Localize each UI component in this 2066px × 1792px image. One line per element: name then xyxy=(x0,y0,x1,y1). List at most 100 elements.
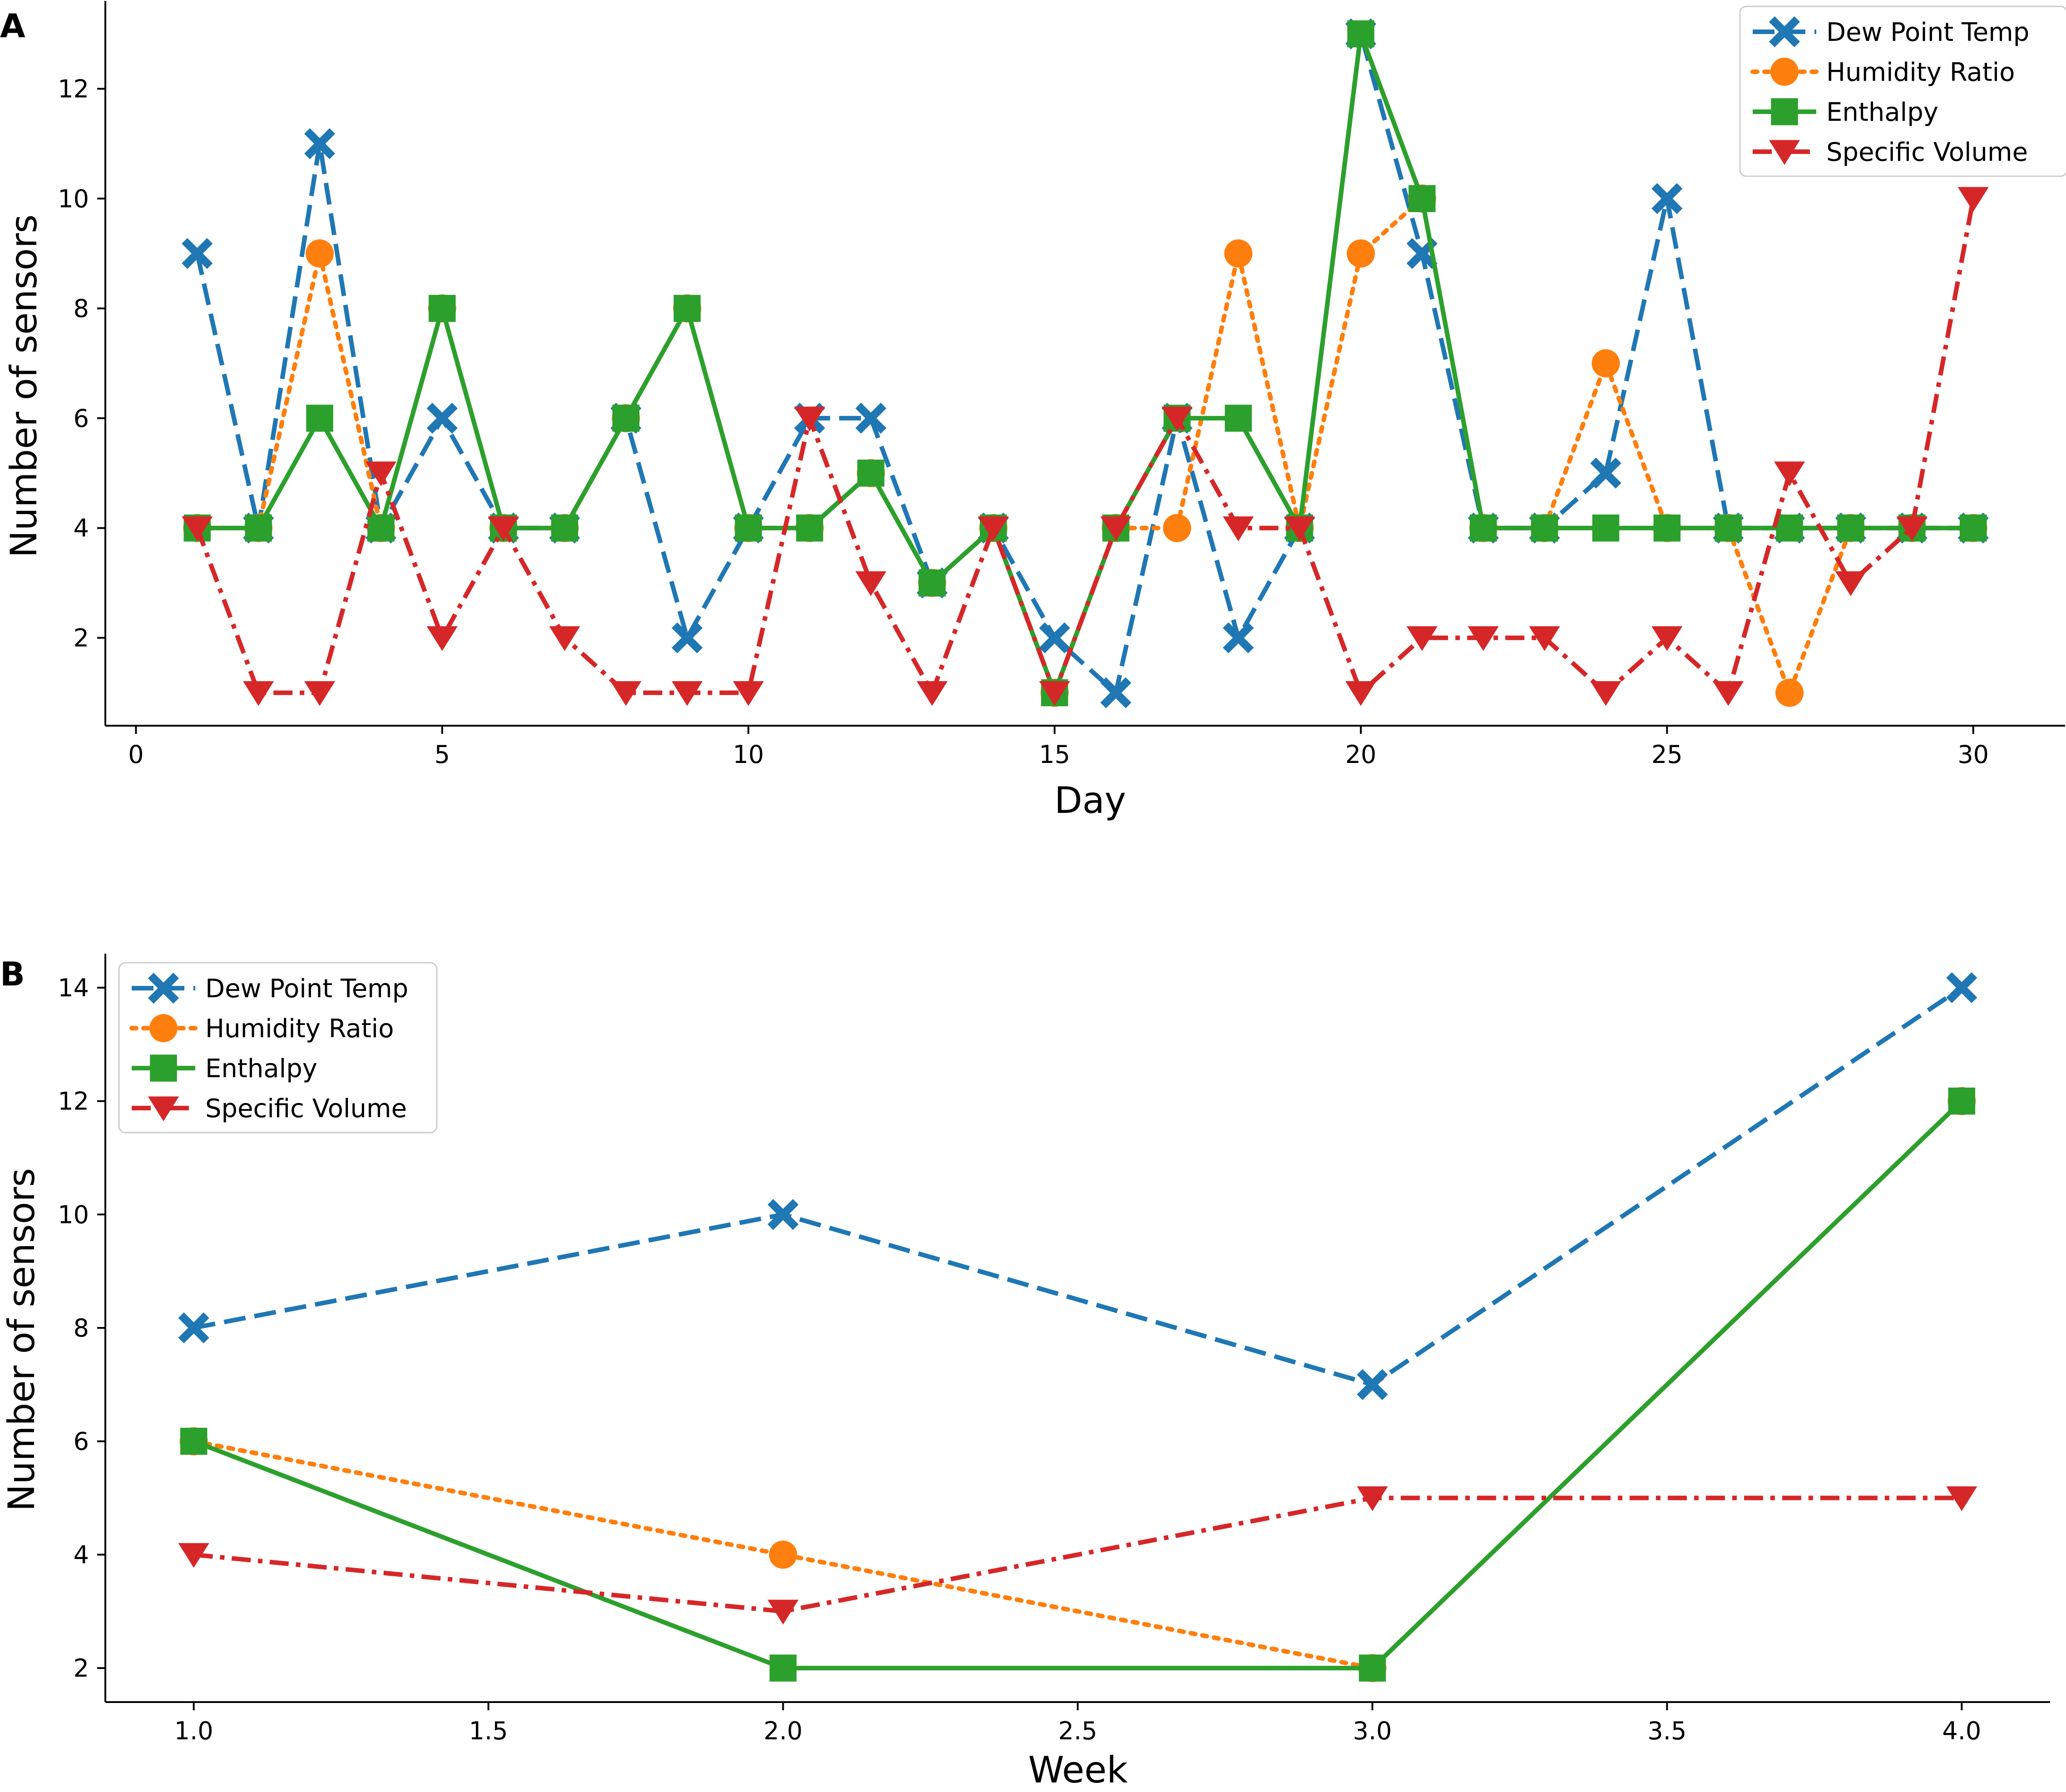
series-dew xyxy=(178,972,1977,1400)
y-tick-label: 4 xyxy=(74,514,89,543)
data-point-enthalpy xyxy=(1469,514,1497,542)
data-point-specific xyxy=(1590,681,1621,706)
data-point-enthalpy xyxy=(1409,185,1436,213)
legend-box xyxy=(1739,5,2066,177)
panel-b-letter: B xyxy=(0,955,25,993)
data-point-humidity xyxy=(769,1540,797,1569)
x-tick-label: 25 xyxy=(1651,740,1683,769)
series-enthalpy xyxy=(183,20,1987,707)
data-point-specific xyxy=(304,681,336,706)
data-point-specific xyxy=(1946,1486,1977,1511)
data-point-enthalpy xyxy=(180,1427,208,1455)
data-point-enthalpy xyxy=(306,405,333,432)
panel-a-letter: A xyxy=(0,7,25,45)
y-tick-label: 12 xyxy=(58,74,89,103)
y-axis-label: Number of sensors xyxy=(0,1168,43,1511)
data-point-specific xyxy=(916,681,948,706)
data-point-enthalpy xyxy=(1531,514,1558,542)
legend-item-enthalpy: Enthalpy xyxy=(1753,98,1938,127)
data-point-specific xyxy=(1357,1486,1388,1511)
y-tick-label: 10 xyxy=(58,184,89,213)
data-point-specific xyxy=(1896,516,1928,541)
data-point-specific xyxy=(672,681,703,706)
data-point-dew xyxy=(855,402,887,434)
x-tick-label: 2.0 xyxy=(764,1717,803,1745)
data-point-specific xyxy=(733,681,764,706)
data-point-specific xyxy=(1529,626,1560,651)
data-point-enthalpy xyxy=(769,1654,797,1682)
legend-label-enthalpy: Enthalpy xyxy=(1826,98,1938,127)
legend-item-specific: Specific Volume xyxy=(132,1094,407,1124)
data-point-specific xyxy=(488,516,519,541)
x-tick-label: 5 xyxy=(435,740,450,769)
data-point-enthalpy xyxy=(1653,514,1681,542)
data-point-enthalpy xyxy=(673,295,701,322)
data-point-dew xyxy=(1651,183,1683,214)
data-point-specific xyxy=(1651,626,1683,651)
legend-box xyxy=(118,962,438,1134)
panel-a: A 0 5 10 15 20 25 30 2 4 6 8 10 12 Dew Point Temp Hum… xyxy=(0,1,2066,822)
data-point-enthalpy xyxy=(1715,514,1742,542)
data-point-dew xyxy=(426,402,458,434)
y-axis-label: Number of sensors xyxy=(3,214,45,558)
series-specific xyxy=(178,1486,1977,1625)
y-tick-label: 8 xyxy=(74,1314,89,1342)
series-enthalpy xyxy=(180,1087,1976,1682)
legend-item-humidity: Humidity Ratio xyxy=(1750,58,2015,87)
data-point-dew xyxy=(1223,622,1254,653)
data-point-enthalpy xyxy=(612,405,640,432)
data-point-dew xyxy=(1590,457,1621,489)
data-point-enthalpy xyxy=(551,514,578,542)
data-point-specific xyxy=(610,681,642,706)
series-specific xyxy=(182,187,1989,706)
series-line-humidity xyxy=(195,196,1976,695)
y-tick-label: 4 xyxy=(74,1540,89,1569)
x-tick-label: 20 xyxy=(1345,740,1377,769)
data-point-dew xyxy=(1100,677,1132,708)
data-point-humidity xyxy=(1346,239,1375,268)
y-tick-label: 2 xyxy=(74,624,89,653)
legend-label-humidity: Humidity Ratio xyxy=(1826,58,2015,87)
data-point-specific xyxy=(1100,516,1132,541)
x-tick-label: 3.0 xyxy=(1353,1717,1392,1745)
x-tick-label: 30 xyxy=(1957,740,1989,769)
data-point-specific xyxy=(1468,626,1499,651)
data-point-enthalpy xyxy=(1948,1087,1976,1115)
data-point-enthalpy xyxy=(429,295,456,322)
data-point-specific xyxy=(1957,187,1989,212)
data-point-enthalpy xyxy=(1225,405,1252,432)
data-point-specific xyxy=(978,516,1009,541)
legend-label-dew: Dew Point Temp xyxy=(1826,18,2029,47)
series-humidity xyxy=(179,1087,1976,1683)
y-tick-label: 14 xyxy=(58,974,89,1002)
legend-label-specific: Specific Volume xyxy=(205,1094,407,1124)
x-axis-label: Week xyxy=(1028,1749,1128,1791)
data-point-enthalpy xyxy=(245,514,272,542)
data-point-specific xyxy=(1284,516,1315,541)
data-point-specific xyxy=(1406,626,1438,651)
x-tick-label: 4.0 xyxy=(1942,1717,1981,1745)
data-point-enthalpy xyxy=(367,514,395,542)
x-tick-label: 2.5 xyxy=(1058,1717,1097,1745)
data-point-specific xyxy=(178,1543,209,1568)
series-line-dew xyxy=(195,31,1973,695)
legend-label-specific: Specific Volume xyxy=(1826,138,2028,167)
data-point-enthalpy xyxy=(1347,20,1374,48)
data-point-enthalpy xyxy=(796,514,823,542)
data-point-enthalpy xyxy=(1837,514,1864,542)
panel-b: B 1.0 1.5 2.0 2.5 3.0 3.5 4.0 2 4 6 8 10 12 14 Dew Po… xyxy=(0,954,2050,1791)
data-point-enthalpy xyxy=(1592,514,1620,542)
data-point-enthalpy xyxy=(919,569,946,597)
data-point-dew xyxy=(178,1312,209,1344)
y-tick-label: 10 xyxy=(58,1200,89,1229)
data-point-specific xyxy=(1713,681,1744,706)
legend-marker-specific xyxy=(148,1096,179,1121)
data-point-dew xyxy=(1039,622,1070,653)
data-point-dew xyxy=(1357,1369,1388,1400)
y-tick-label: 8 xyxy=(74,294,89,323)
y-tick-label: 6 xyxy=(74,404,89,433)
data-point-dew xyxy=(767,1199,799,1230)
x-tick-label: 0 xyxy=(128,740,143,769)
legend-marker-specific xyxy=(1769,140,1800,165)
